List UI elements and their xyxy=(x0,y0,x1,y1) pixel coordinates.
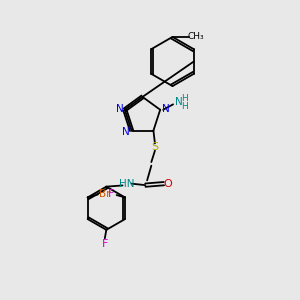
Text: F: F xyxy=(107,189,114,200)
Text: CH₃: CH₃ xyxy=(187,32,204,41)
Text: N: N xyxy=(175,97,183,107)
Text: F: F xyxy=(102,239,108,249)
Text: H: H xyxy=(182,102,188,111)
Text: HN: HN xyxy=(119,178,135,189)
Text: N: N xyxy=(116,103,123,114)
Text: H: H xyxy=(182,94,188,103)
Text: S: S xyxy=(152,142,158,152)
Text: N: N xyxy=(122,127,130,137)
Text: Br: Br xyxy=(99,189,110,199)
Text: N: N xyxy=(162,103,170,114)
Text: O: O xyxy=(164,178,172,189)
